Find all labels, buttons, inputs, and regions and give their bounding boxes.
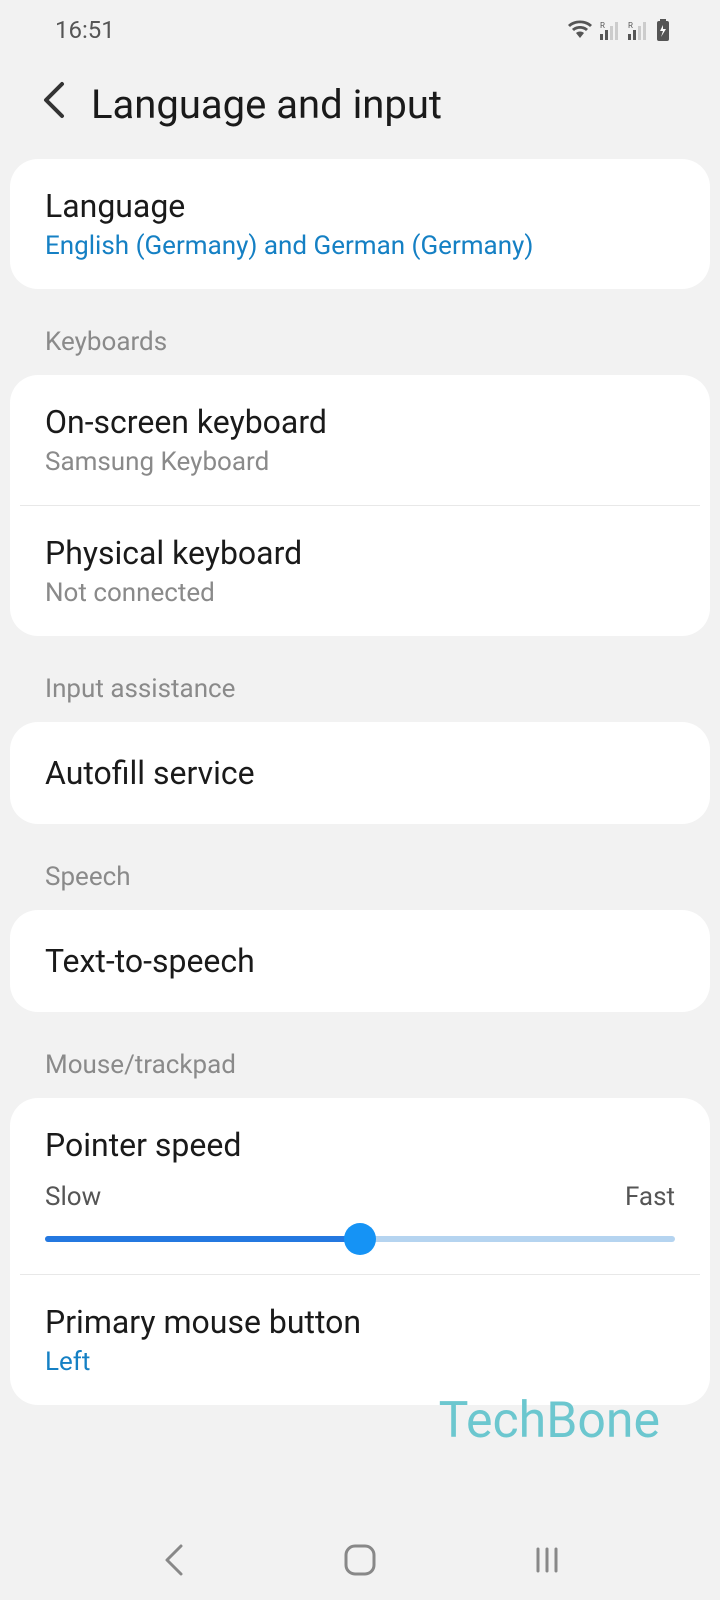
slow-label: Slow <box>45 1182 101 1212</box>
autofill-item[interactable]: Autofill service <box>10 722 710 824</box>
tts-item[interactable]: Text-to-speech <box>10 910 710 1012</box>
onscreen-keyboard-subtitle: Samsung Keyboard <box>45 447 675 477</box>
keyboards-card: On-screen keyboard Samsung Keyboard Phys… <box>10 375 710 636</box>
physical-keyboard-subtitle: Not connected <box>45 578 675 608</box>
slider-thumb[interactable] <box>344 1223 376 1255</box>
signal-icon-2: R <box>628 20 648 40</box>
nav-home-button[interactable] <box>335 1535 385 1585</box>
back-icon[interactable] <box>40 80 66 129</box>
mouse-trackpad-card: Pointer speed Slow Fast Primary mouse bu… <box>10 1098 710 1405</box>
status-bar: 16:51 R R <box>0 0 720 60</box>
nav-recent-button[interactable] <box>522 1535 572 1585</box>
pointer-speed-title: Pointer speed <box>45 1126 675 1164</box>
keyboards-header: Keyboards <box>10 299 710 375</box>
svg-text:R: R <box>600 21 605 30</box>
nav-back-button[interactable] <box>148 1535 198 1585</box>
primary-mouse-button-item[interactable]: Primary mouse button Left <box>10 1275 710 1405</box>
onscreen-keyboard-item[interactable]: On-screen keyboard Samsung Keyboard <box>10 375 710 505</box>
watermark: TechBone <box>439 1392 660 1450</box>
language-subtitle: English (Germany) and German (Germany) <box>45 231 675 261</box>
autofill-title: Autofill service <box>45 754 675 792</box>
navigation-bar <box>0 1520 720 1600</box>
language-title: Language <box>45 187 675 225</box>
svg-text:R: R <box>628 21 633 30</box>
onscreen-keyboard-title: On-screen keyboard <box>45 403 675 441</box>
status-icons: R R <box>568 19 670 41</box>
physical-keyboard-title: Physical keyboard <box>45 534 675 572</box>
primary-mouse-button-title: Primary mouse button <box>45 1303 675 1341</box>
content: Language English (Germany) and German (G… <box>0 159 720 1405</box>
language-card: Language English (Germany) and German (G… <box>10 159 710 289</box>
wifi-icon <box>568 20 592 40</box>
header: Language and input <box>0 60 720 159</box>
mouse-trackpad-header: Mouse/trackpad <box>10 1022 710 1098</box>
fast-label: Fast <box>625 1182 675 1212</box>
language-item[interactable]: Language English (Germany) and German (G… <box>10 159 710 289</box>
page-title: Language and input <box>91 81 442 128</box>
pointer-speed-slider[interactable] <box>45 1224 675 1254</box>
slider-labels: Slow Fast <box>45 1182 675 1212</box>
battery-icon <box>656 19 670 41</box>
signal-icon-1: R <box>600 20 620 40</box>
pointer-speed-item: Pointer speed Slow Fast <box>10 1098 710 1274</box>
speech-header: Speech <box>10 834 710 910</box>
physical-keyboard-item[interactable]: Physical keyboard Not connected <box>10 506 710 636</box>
primary-mouse-button-subtitle: Left <box>45 1347 675 1377</box>
speech-card: Text-to-speech <box>10 910 710 1012</box>
slider-fill <box>45 1236 360 1242</box>
input-assistance-card: Autofill service <box>10 722 710 824</box>
tts-title: Text-to-speech <box>45 942 675 980</box>
status-time: 16:51 <box>55 16 115 44</box>
input-assistance-header: Input assistance <box>10 646 710 722</box>
